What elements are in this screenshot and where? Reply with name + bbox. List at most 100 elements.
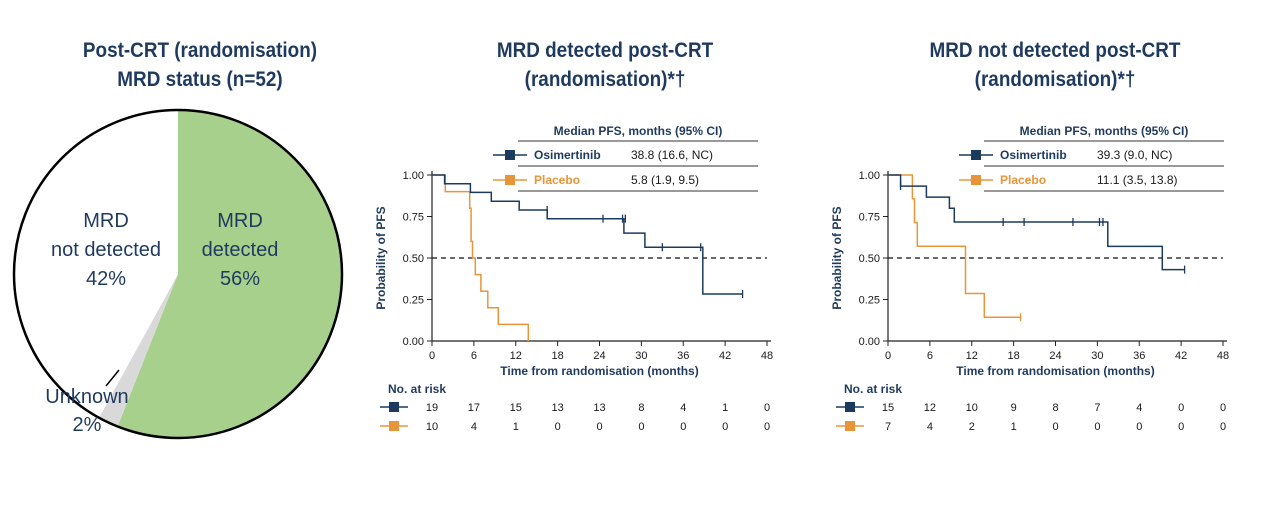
legend-name-placebo: Placebo	[534, 173, 580, 187]
at-risk-value: 8	[638, 402, 644, 414]
y-tick-label: 1.00	[403, 170, 424, 182]
y-tick-label: 0.75	[859, 212, 880, 224]
legend-header: Median PFS, months (95% CI)	[554, 124, 723, 138]
at-risk-value: 0	[680, 421, 686, 433]
at-risk-value: 15	[882, 402, 894, 414]
at-risk-value: 10	[426, 421, 438, 433]
pie-slice-1	[98, 274, 178, 427]
pie-outline	[12, 108, 344, 440]
y-tick-label: 0.50	[403, 253, 424, 265]
pie-label-not-detected-2: not detected	[51, 239, 161, 261]
legend-swatch-marker	[971, 150, 981, 160]
x-tick-label: 36	[1133, 350, 1145, 362]
at-risk-value: 13	[593, 402, 605, 414]
x-tick-label: 48	[761, 350, 773, 362]
at-risk-label: No. at risk	[388, 382, 446, 396]
at-risk-swatch-marker	[845, 402, 855, 412]
at-risk-value: 13	[552, 402, 564, 414]
legend-swatch-marker	[971, 175, 981, 185]
legend-median-placebo: 5.8 (1.9, 9.5)	[631, 173, 699, 187]
at-risk-value: 4	[927, 421, 933, 433]
x-tick-label: 0	[885, 350, 891, 362]
x-axis-label: Time from randomisation (months)	[500, 364, 698, 378]
pie-label-not-detected-1: MRD	[83, 210, 129, 232]
km-not-detected-title-line-1: MRD not detected post-CRT	[929, 39, 1181, 62]
y-tick-label: 1.00	[859, 170, 880, 182]
at-risk-value: 0	[596, 421, 602, 433]
at-risk-value: 0	[1094, 421, 1100, 433]
at-risk-value: 0	[1220, 402, 1226, 414]
x-tick-label: 0	[429, 350, 435, 362]
at-risk-label: No. at risk	[844, 382, 902, 396]
pie-label-unknown: Unknown	[45, 386, 128, 408]
legend-swatch-marker	[505, 175, 515, 185]
x-tick-label: 30	[1091, 350, 1103, 362]
at-risk-value: 0	[1220, 421, 1226, 433]
at-risk-value: 0	[1178, 421, 1184, 433]
pie-title-line-2: MRD status (n=52)	[117, 68, 283, 91]
at-risk-value: 15	[510, 402, 522, 414]
y-axis-label: Probability of PFS	[830, 206, 844, 309]
x-tick-label: 48	[1217, 350, 1229, 362]
legend-name-placebo: Placebo	[1000, 173, 1046, 187]
at-risk-swatch-marker	[845, 421, 855, 431]
x-tick-label: 42	[719, 350, 731, 362]
pie-pct-unknown: 2%	[73, 414, 102, 436]
km-chart-1: 0.000.250.500.751.000 6 12 18 24 30 36 42 48Time…	[374, 124, 773, 433]
at-risk-value: 1	[1011, 421, 1017, 433]
legend-swatch-marker	[505, 150, 515, 160]
x-tick-label: 12	[510, 350, 522, 362]
y-tick-label: 0.00	[403, 336, 424, 348]
km-curve-osimertinib	[432, 174, 743, 295]
legend-header: Median PFS, months (95% CI)	[1020, 124, 1189, 138]
at-risk-value: 1	[722, 402, 728, 414]
at-risk-value: 7	[885, 421, 891, 433]
at-risk-value: 0	[555, 421, 561, 433]
pie-pct-detected: 56%	[220, 268, 260, 290]
pie-title: Post-CRT (randomisation) MRD status (n=5…	[38, 36, 362, 94]
y-axis-label: Probability of PFS	[374, 206, 388, 309]
x-tick-label: 30	[635, 350, 647, 362]
x-axis-label: Time from randomisation (months)	[956, 364, 1154, 378]
at-risk-value: 2	[969, 421, 975, 433]
x-tick-label: 24	[1049, 350, 1061, 362]
y-tick-label: 0.25	[403, 295, 424, 307]
km-detected-title-line-1: MRD detected post-CRT	[496, 39, 714, 62]
at-risk-value: 4	[680, 402, 686, 414]
y-tick-label: 0.25	[859, 295, 880, 307]
x-tick-label: 12	[966, 350, 978, 362]
x-tick-label: 18	[552, 350, 564, 362]
km-detected-title-line-2: (randomisation)*†	[524, 68, 686, 91]
pie-label-detected-2: detected	[202, 239, 279, 261]
y-tick-label: 0.50	[859, 253, 880, 265]
legend-median-placebo: 11.1 (3.5, 13.8)	[1097, 173, 1178, 187]
x-tick-label: 36	[677, 350, 689, 362]
y-tick-label: 0.75	[403, 212, 424, 224]
pie-leader-unknown	[105, 369, 120, 387]
km-not-detected-title-line-2: (randomisation)*†	[974, 68, 1136, 91]
pie-chart: MRD detected 56% MRD not detected 42% Unknown 2…	[12, 108, 344, 440]
x-tick-label: 18	[1008, 350, 1020, 362]
at-risk-value: 8	[1052, 402, 1058, 414]
y-tick-label: 0.00	[859, 336, 880, 348]
legend-name-osimertinib: Osimertinib	[1000, 148, 1067, 162]
pie-pct-not-detected: 42%	[86, 268, 126, 290]
at-risk-value: 7	[1094, 402, 1100, 414]
at-risk-value: 0	[1136, 421, 1142, 433]
x-tick-label: 6	[471, 350, 477, 362]
x-tick-label: 24	[593, 350, 605, 362]
km-curve-placebo	[888, 174, 1021, 319]
pie-title-line-1: Post-CRT (randomisation)	[82, 39, 318, 62]
pie-label-detected-1: MRD	[217, 210, 263, 232]
at-risk-value: 4	[1136, 402, 1142, 414]
at-risk-swatch-marker	[389, 402, 399, 412]
km-curve-osimertinib	[888, 174, 1185, 271]
km-not-detected-title: MRD not detected post-CRT (randomisation…	[889, 36, 1222, 94]
x-tick-label: 6	[927, 350, 933, 362]
at-risk-value: 0	[722, 421, 728, 433]
at-risk-value: 0	[638, 421, 644, 433]
pie-slice-0	[117, 110, 343, 438]
at-risk-value: 9	[1011, 402, 1017, 414]
pie-slice-2	[14, 110, 178, 418]
